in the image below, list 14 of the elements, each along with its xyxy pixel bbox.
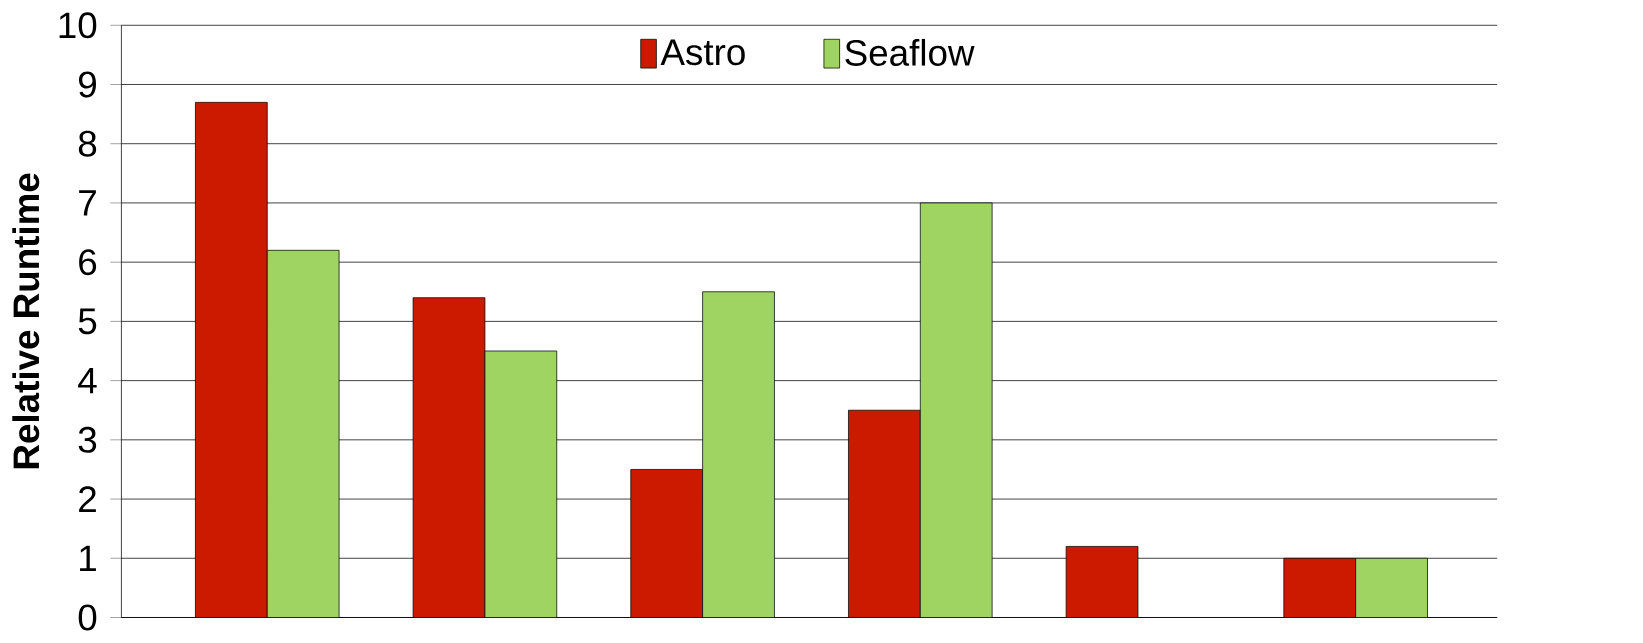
y-tick-label: 1 xyxy=(80,545,96,572)
y-tick-label: 0 xyxy=(78,604,97,631)
y-tick-label: 2 xyxy=(79,486,96,512)
y-tick-label: 9 xyxy=(79,71,96,98)
y-tick-label: 5 xyxy=(78,308,97,335)
legend-label: Seaflow xyxy=(845,39,975,67)
y-tick-label: 6 xyxy=(79,249,97,276)
y-tick-label: 8 xyxy=(78,130,97,157)
y-tick-label: 10 xyxy=(59,12,97,39)
y-tick-label: 3 xyxy=(78,426,97,453)
y-tick-label: 7 xyxy=(79,190,96,216)
legend-label: Astro xyxy=(660,39,745,66)
y-axis-title: Relative Runtime xyxy=(12,173,40,469)
y-tick-label: 4 xyxy=(78,368,97,394)
